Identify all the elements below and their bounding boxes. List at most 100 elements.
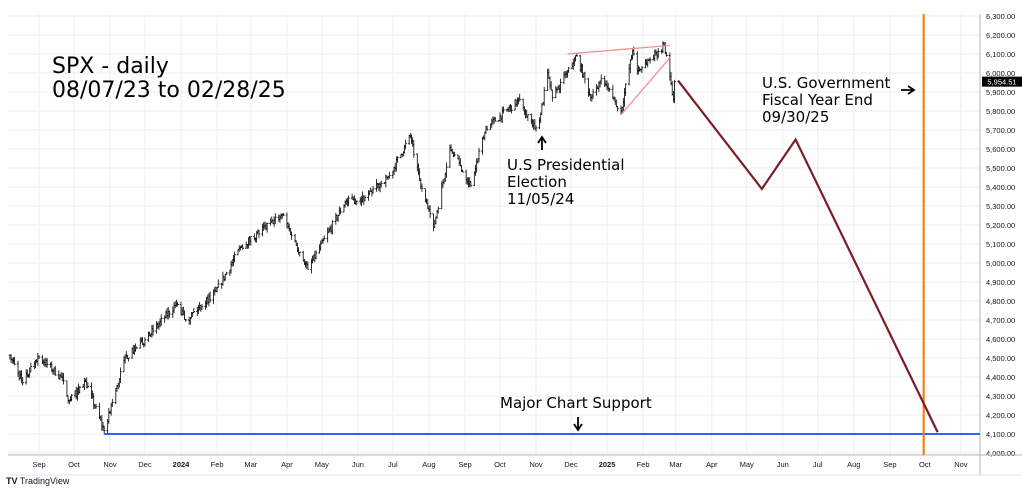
y-tick-label: 5,300.00	[986, 202, 1015, 211]
y-tick-label: 4,600.00	[986, 335, 1015, 344]
ohlc-bar	[86, 382, 90, 389]
election-annotation: U.S Presidential Election 11/05/24	[507, 156, 625, 208]
chart-date-range: 08/07/23 to 02/28/25	[52, 78, 286, 103]
y-tick-label: 4,500.00	[986, 354, 1015, 363]
ohlc-bar	[314, 250, 318, 260]
ohlc-bar	[21, 377, 25, 386]
ohlc-bar	[159, 314, 163, 327]
x-tick-label: Oct	[919, 460, 932, 469]
x-tick-label: Mar	[244, 460, 257, 469]
x-tick-label: Sep	[883, 460, 896, 469]
x-tick-label: Sep	[458, 460, 471, 469]
y-tick-label: 5,100.00	[986, 240, 1015, 249]
y-tick-label: 4,700.00	[986, 316, 1015, 325]
ohlc-bar	[119, 367, 122, 384]
ohlc-bar	[53, 365, 57, 376]
x-tick-label: Aug	[422, 460, 435, 469]
ohlc-bar	[78, 385, 82, 394]
x-tick-label: Feb	[637, 460, 650, 469]
x-tick-label: Apr	[706, 460, 718, 469]
ohlc-bar	[257, 229, 261, 239]
ohlc-bar	[45, 358, 49, 368]
ohlc-bar	[583, 71, 587, 84]
ohlc-bar	[371, 185, 375, 194]
ohlc-bar	[102, 425, 106, 434]
y-tick-label: 6,100.00	[986, 50, 1015, 59]
x-tick-label: Nov	[103, 460, 117, 469]
y-tick-label: 5,900.00	[986, 88, 1015, 97]
ohlc-bar	[673, 79, 676, 104]
ohlc-bar	[29, 362, 33, 373]
y-tick-label: 5,200.00	[986, 221, 1015, 230]
ohlc-bar	[608, 87, 611, 92]
ohlc-bar	[599, 74, 603, 85]
ohlc-bar	[339, 207, 342, 215]
ohlc-bar	[493, 116, 497, 122]
ohlc-bar	[453, 151, 456, 157]
x-tick-label: 2024	[173, 460, 191, 469]
ohlc-bar	[322, 235, 326, 241]
y-tick-label: 4,300.00	[986, 392, 1015, 401]
x-tick-label: Nov	[529, 460, 543, 469]
x-tick-label: Oct	[494, 460, 507, 469]
ohlc-bar	[62, 372, 65, 385]
ohlc-bar	[656, 48, 660, 59]
y-tick-label: 4,200.00	[986, 411, 1015, 420]
x-tick-label: Dec	[138, 460, 152, 469]
ohlc-bar	[282, 213, 285, 217]
tradingview-logo[interactable]: TV TradingView	[6, 476, 69, 486]
ohlc-bar	[640, 65, 644, 73]
ohlc-bar	[428, 205, 432, 219]
ohlc-bar	[404, 139, 407, 150]
tradingview-logo-icon: TV	[6, 476, 18, 486]
ohlc-bar	[241, 244, 244, 250]
ohlc-bar	[347, 195, 350, 207]
ohlc-bar	[461, 169, 464, 173]
x-tick-label: Jun	[352, 460, 364, 469]
y-tick-label: 4,800.00	[986, 297, 1015, 306]
projection-path	[677, 79, 939, 433]
tradingview-brand: TradingView	[19, 476, 70, 486]
down-arrow-icon	[573, 417, 583, 432]
x-tick-label: Jul	[388, 460, 398, 469]
ohlc-bar	[151, 324, 155, 336]
x-tick-label: Sep	[32, 460, 45, 469]
ohlc-bar	[420, 183, 424, 192]
x-tick-label: Feb	[211, 460, 224, 469]
ohlc-bar	[298, 251, 302, 257]
right-arrow-icon	[901, 85, 916, 95]
ohlc-bar	[510, 105, 513, 114]
ohlc-bar	[70, 394, 73, 402]
ohlc-bar	[192, 308, 196, 314]
y-tick-label: 6,200.00	[986, 31, 1015, 40]
ohlc-bar	[143, 337, 147, 347]
ohlc-bar	[591, 88, 595, 100]
x-tick-label: 2025	[599, 460, 616, 469]
ohlc-bar	[249, 236, 253, 246]
ohlc-bar	[176, 301, 179, 307]
ohlc-bar	[567, 67, 570, 73]
ohlc-bar	[624, 83, 627, 97]
ohlc-bar	[208, 291, 212, 303]
x-tick-label: Dec	[564, 460, 578, 469]
ohlc-bar	[290, 231, 293, 240]
x-tick-label: Aug	[847, 460, 860, 469]
chart-title: SPX - daily	[52, 54, 169, 79]
ohlc-bar	[436, 206, 440, 214]
ohlc-bar	[526, 114, 530, 122]
ohlc-bar	[216, 279, 220, 289]
ohlc-bar	[94, 403, 98, 409]
ohlc-bar	[502, 106, 505, 114]
y-tick-label: 4,400.00	[986, 373, 1015, 382]
fiscal-year-annotation: U.S. Government Fiscal Year End 09/30/25	[762, 74, 891, 126]
ohlc-bar	[184, 318, 187, 322]
ohlc-bar	[542, 86, 546, 107]
ohlc-bar	[412, 140, 416, 158]
last-price-label: 5,954.51	[987, 78, 1016, 87]
y-tick-label: 5,400.00	[986, 183, 1015, 192]
ohlc-bar	[273, 213, 277, 225]
ohlc-bar	[481, 136, 484, 155]
ohlc-bar	[127, 357, 130, 362]
ohlc-bar	[135, 346, 139, 350]
